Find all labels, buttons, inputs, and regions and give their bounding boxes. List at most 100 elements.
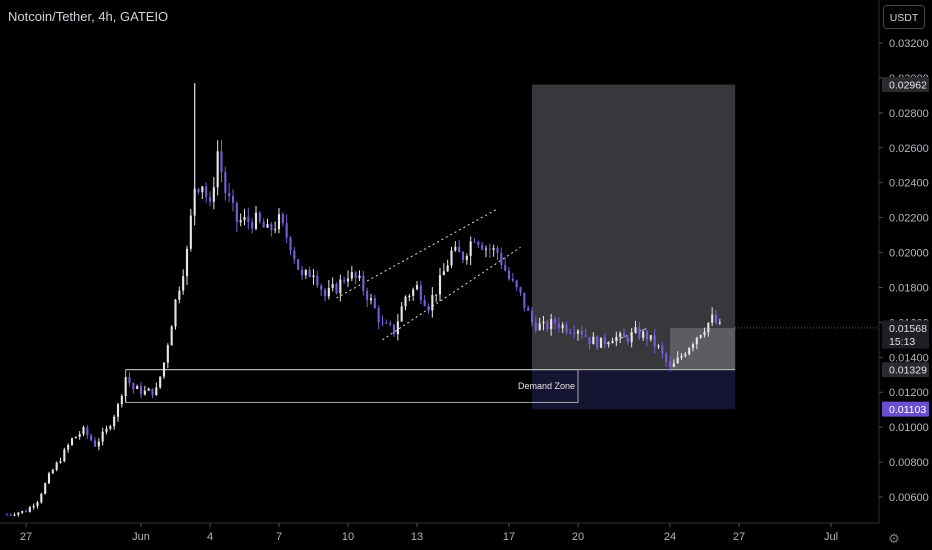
date-tick-label: Jul [824,531,838,543]
candle-body [511,278,514,281]
candle-body [220,151,223,173]
stop-price-badge-bg [882,401,929,417]
price-tick-label: 0.01800 [889,282,929,294]
target-box[interactable] [532,84,736,370]
candle-body [28,507,31,513]
candle-body [101,431,104,442]
candle-body [603,337,606,345]
candle-body [718,322,721,324]
candle-body [408,295,411,297]
candle-body [239,220,242,223]
candle-body [588,337,591,345]
candle-body [174,299,177,327]
candle-body [47,473,51,484]
candle-body [17,512,20,515]
candle-body [584,334,587,338]
candle-body [515,280,518,288]
candle-body [496,248,499,254]
price-tick-label: 0.00600 [889,492,929,504]
candle-body [642,331,645,338]
candle-body [185,248,189,277]
candle-body [419,285,422,301]
candle-body [197,188,200,193]
currency-button[interactable]: USDT [883,5,925,29]
candle-body [162,362,166,377]
candle-body [707,322,710,333]
candle-body [389,323,392,325]
candle-body [297,259,300,270]
candle-body [611,341,614,344]
price-tick-label: 0.02200 [889,213,929,225]
candle-body [93,440,97,447]
candle-body [622,333,626,338]
candle-body [404,296,407,307]
candle-body [477,241,480,245]
candle-body [645,331,649,340]
candle-body [266,223,269,228]
candle-body [74,436,77,439]
price-tick-label: 0.02800 [889,108,929,120]
candle-body [86,427,89,436]
last-price-badge: 0.01568 [889,323,927,335]
candle-body [258,212,261,222]
date-tick-label: 13 [411,531,423,543]
candle-body [634,327,637,333]
price-tick-label: 0.01000 [889,422,929,434]
candle-body [293,250,296,260]
price-tick-label: 0.02400 [889,178,929,190]
candle-body [67,445,70,450]
candle-body [435,294,438,296]
price-tick-label: 0.03200 [889,38,929,50]
candle-body [124,377,127,397]
candle-body [607,343,610,345]
gear-icon[interactable]: ⚙ [888,532,900,547]
candle-body [592,336,595,345]
candle-body [182,276,185,291]
candle-body [392,324,396,335]
candle-body [155,387,158,396]
candle-body [5,514,8,516]
candle-body [343,279,346,282]
candle-body [458,246,461,253]
candle-body [423,300,426,306]
price-tick-label: 0.00800 [889,457,929,469]
candle-body [178,290,181,300]
candle-body [274,229,277,231]
candle-body [90,435,93,441]
candle-body [661,345,664,354]
candle-body [231,196,235,203]
candle-body [32,505,35,508]
candle-body [672,363,675,367]
candle-body [339,279,342,294]
candle-body [9,514,12,516]
candle-body [461,252,465,260]
date-tick-label: 27 [20,531,32,543]
candle-body [350,272,353,279]
candle-body [507,270,511,279]
entry-box[interactable] [670,327,736,370]
candle-body [438,275,442,295]
demand-zone-label: Demand Zone [518,381,575,391]
candle-body [254,212,258,229]
candle-body [465,256,468,260]
candle-body [277,214,281,230]
candle-body [128,377,131,384]
candle-body [653,335,656,347]
candle-body [205,186,208,197]
price-tick-label: 0.02600 [889,143,929,155]
candle-body [251,222,254,229]
candle-body [546,321,549,330]
candle-body [36,502,39,506]
candle-body [431,295,434,311]
candle-body [523,292,526,308]
candle-body [442,271,445,276]
candle-body [113,416,116,427]
candle-body [691,344,695,349]
candle-body [680,355,683,358]
candle-body [565,324,568,333]
candle-body [714,314,718,324]
demand-zone-box[interactable] [125,369,579,403]
candle-body [139,386,143,395]
